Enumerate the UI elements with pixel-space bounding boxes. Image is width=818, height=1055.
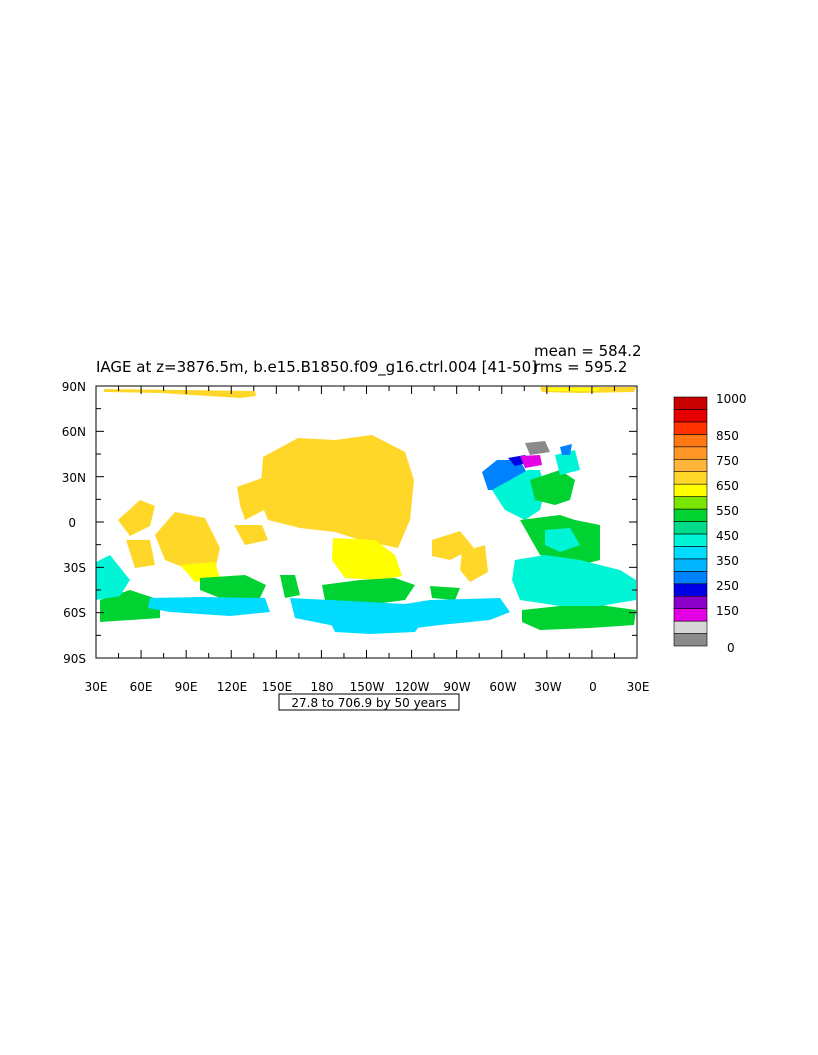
colorbar-swatch (673, 409, 708, 423)
colorbar-swatch (673, 583, 708, 597)
atlantic-north-cyan-e (555, 450, 580, 475)
map-data-fields (96, 387, 636, 634)
lat-tick-label: 60S (63, 606, 86, 620)
colorbar-label: 850 (716, 429, 739, 443)
colorbar-swatch (673, 521, 708, 535)
arctic-strip-east-bright (548, 388, 600, 391)
colorbar-swatch (673, 496, 708, 510)
lon-tick-label: 30W (534, 680, 561, 694)
colorbar-label: 450 (716, 529, 739, 543)
indian-ocean-2 (155, 512, 220, 575)
lon-tick-label: 90W (443, 680, 470, 694)
labrador-gray (525, 441, 550, 455)
colorbar-swatch (673, 558, 708, 572)
colorbar-swatch (673, 458, 708, 472)
lon-tick-label: 30E (85, 680, 108, 694)
southern-green-west (100, 590, 160, 622)
colorbar-swatch (673, 546, 708, 560)
colorbar-label: 250 (716, 579, 739, 593)
colorbar-swatch (673, 434, 708, 448)
pacific-subtropical (234, 525, 268, 545)
lat-tick-label: 90N (62, 380, 86, 394)
colorbar-label: 650 (716, 479, 739, 493)
map-title: IAGE at z=3876.5m, b.e15.B1850.f09_g16.c… (96, 358, 537, 377)
lon-tick-label: 90E (175, 680, 198, 694)
southern-cyan-ross (330, 622, 420, 634)
indian-south-bright (180, 562, 220, 582)
colorbar-swatch (673, 446, 708, 460)
lon-tick-label: 30E (627, 680, 650, 694)
southern-green-east (522, 605, 636, 630)
southern-green-nz (280, 575, 300, 598)
lon-tick-label: 120W (395, 680, 430, 694)
lat-tick-label: 0 (68, 516, 76, 530)
colorbar-label: 550 (716, 504, 739, 518)
contour-note: 27.8 to 706.9 by 50 years (291, 696, 446, 710)
rms-value: rms = 595.2 (534, 358, 627, 376)
colorbar-swatch (673, 421, 708, 435)
lon-tick-label: 150E (262, 680, 293, 694)
lat-tick-label: 60N (62, 425, 86, 439)
pacific-west-lobe (237, 478, 264, 520)
southern-green-east-2 (430, 586, 460, 600)
arctic-strip-west (104, 389, 256, 398)
southern-cyan-west (96, 555, 130, 600)
lon-tick-label: 120E (217, 680, 248, 694)
colorbar-label: 750 (716, 454, 739, 468)
atlantic-south (512, 555, 636, 606)
lat-tick-label: 30N (62, 471, 86, 485)
lon-tick-label: 150W (350, 680, 385, 694)
colorbar-label: 150 (716, 604, 739, 618)
colorbar (673, 396, 708, 647)
lat-tick-labels: 90N 60N 30N 0 30S 60S 90S (62, 380, 86, 666)
colorbar-label: 1000 (716, 392, 747, 406)
colorbar-swatch (673, 633, 708, 647)
colorbar-swatch (673, 620, 708, 634)
contour-note-box (278, 693, 460, 711)
indian-ocean-1 (118, 500, 155, 536)
labrador-purple (520, 455, 542, 468)
lon-tick-label: 180 (311, 680, 334, 694)
colorbar-swatch (673, 508, 708, 522)
colorbar-swatch (673, 570, 708, 585)
southern-cyan-indian (148, 597, 270, 616)
lat-tick-label: 30S (63, 561, 86, 575)
pacific-south-bright (332, 538, 402, 580)
indian-ocean-3 (126, 540, 155, 568)
colorbar-label: 350 (716, 554, 739, 568)
colorbar-swatch (673, 533, 708, 547)
lon-tick-label: 0 (589, 680, 597, 694)
colorbar-swatch (673, 608, 708, 622)
pacific-east-blob-2 (460, 545, 488, 582)
pacific-main (260, 435, 414, 548)
lon-tick-label: 60W (489, 680, 516, 694)
lon-tick-labels: 30E 60E 90E 120E 150E 180 150W 120W 90W … (85, 680, 650, 694)
colorbar-swatch (673, 483, 708, 497)
mean-value: mean = 584.2 (534, 342, 642, 360)
southern-green-indian (200, 575, 266, 598)
colorbar-swatch (673, 471, 708, 485)
colorbar-labels: 1000 850 750 650 550 450 350 250 150 0 (716, 392, 747, 655)
greenland-blue (560, 444, 572, 455)
southern-green-pacific (322, 578, 415, 606)
colorbar-label: 0 (727, 641, 735, 655)
map-tick-marks (95, 385, 638, 659)
lat-tick-label: 90S (63, 652, 86, 666)
colorbar-swatch (673, 396, 708, 410)
lon-tick-label: 60E (130, 680, 153, 694)
atlantic-equatorial-cyan (545, 528, 580, 552)
colorbar-swatch (673, 595, 708, 609)
atlantic-north-green (530, 470, 575, 505)
